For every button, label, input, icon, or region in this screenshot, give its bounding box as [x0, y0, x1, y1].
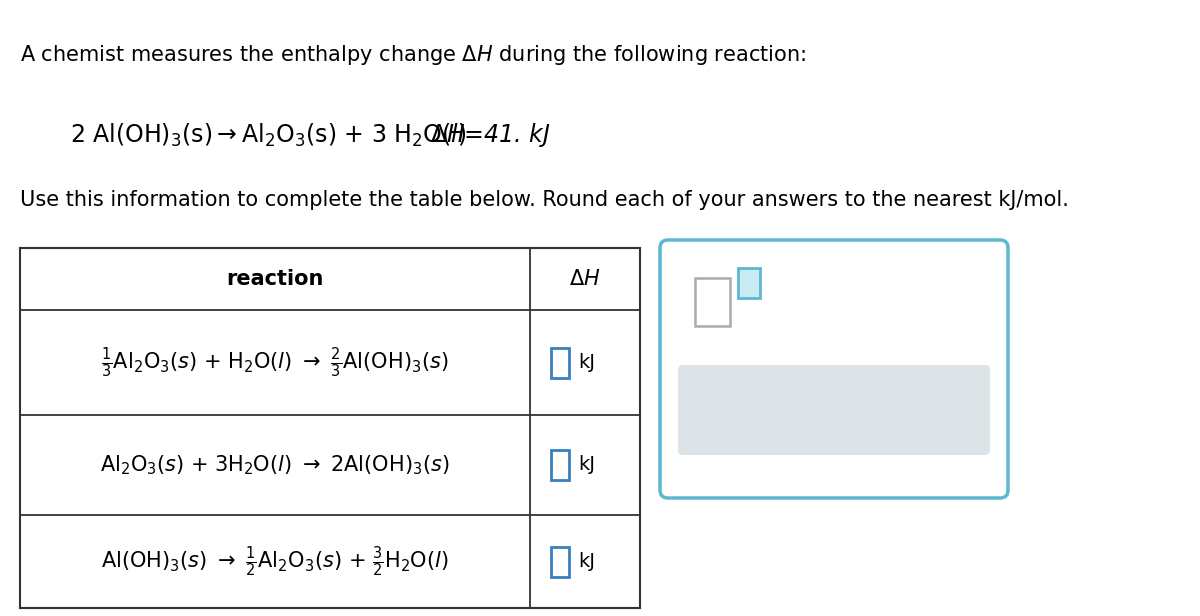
- Text: $\frac{1}{3}$Al$_2$O$_3$($s$) + H$_2$O($l$) $\rightarrow$ $\frac{2}{3}$Al(OH)$_3: $\frac{1}{3}$Al$_2$O$_3$($s$) + H$_2$O($…: [101, 345, 449, 379]
- Text: Al(OH)$_3$($s$) $\rightarrow$ $\frac{1}{2}$Al$_2$O$_3$($s$) + $\frac{3}{2}$H$_2$: Al(OH)$_3$($s$) $\rightarrow$ $\frac{1}{…: [101, 545, 449, 579]
- Text: 2 Al(OH)$_3$(s)$\rightarrow$Al$_2$O$_3$(s) + 3 H$_2$O($\it{l}$): 2 Al(OH)$_3$(s)$\rightarrow$Al$_2$O$_3$(…: [70, 121, 467, 148]
- Text: kJ: kJ: [578, 455, 595, 474]
- FancyBboxPatch shape: [551, 347, 569, 378]
- Text: $\Delta H$=41. kJ: $\Delta H$=41. kJ: [430, 121, 551, 149]
- Text: Al$_2$O$_3$($s$) + 3H$_2$O($l$) $\rightarrow$ 2Al(OH)$_3$($s$): Al$_2$O$_3$($s$) + 3H$_2$O($l$) $\righta…: [100, 453, 450, 477]
- FancyBboxPatch shape: [660, 240, 1008, 498]
- Text: ?: ?: [922, 395, 938, 424]
- Text: kJ: kJ: [578, 353, 595, 372]
- Text: ↺: ↺: [827, 395, 853, 424]
- Text: reaction: reaction: [227, 269, 324, 289]
- FancyBboxPatch shape: [20, 248, 640, 608]
- Text: $\Delta H$: $\Delta H$: [569, 269, 601, 289]
- FancyBboxPatch shape: [695, 278, 730, 326]
- Text: A chemist measures the enthalpy change $\Delta H$ during the following reaction:: A chemist measures the enthalpy change $…: [20, 43, 806, 67]
- Text: ×: ×: [737, 395, 763, 424]
- Text: Use this information to complete the table below. Round each of your answers to : Use this information to complete the tab…: [20, 190, 1069, 210]
- FancyBboxPatch shape: [551, 450, 569, 480]
- Text: kJ: kJ: [578, 552, 595, 571]
- FancyBboxPatch shape: [678, 365, 990, 455]
- FancyBboxPatch shape: [551, 546, 569, 577]
- FancyBboxPatch shape: [738, 268, 760, 298]
- Text: x10: x10: [762, 293, 791, 307]
